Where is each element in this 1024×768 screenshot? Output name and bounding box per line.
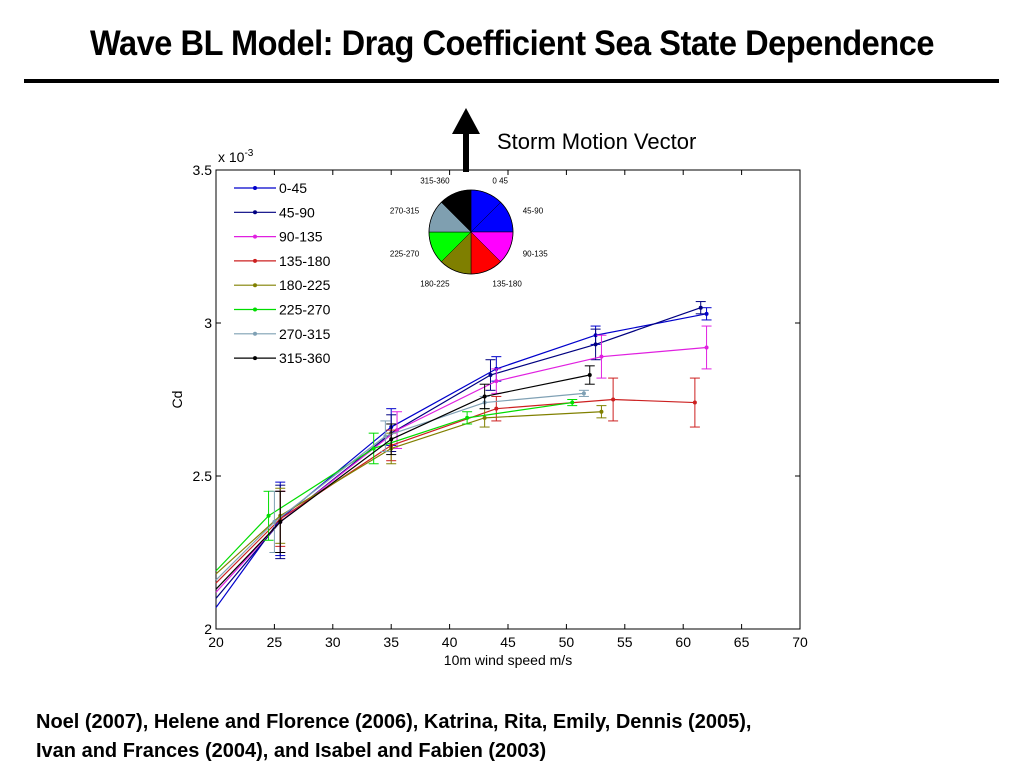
legend-marker-180-225 — [253, 283, 257, 288]
legend-label-0-45: 0-45 — [279, 180, 307, 196]
pie-label-135-180: 135-180 — [492, 280, 522, 289]
data-point — [278, 519, 283, 524]
pie-outline — [428, 189, 514, 275]
series-45-90 — [215, 301, 706, 599]
legend-label-90-135: 90-135 — [279, 229, 323, 245]
y-tick-label: 2 — [204, 621, 212, 637]
caption-line-2: Ivan and Frances (2004), and Isabel and … — [36, 740, 547, 762]
series-315-360 — [215, 365, 595, 590]
x-tick-label: 30 — [325, 634, 341, 650]
y-tick-label: 2.5 — [193, 468, 213, 484]
data-point — [272, 519, 277, 524]
pie-label-225-270: 225-270 — [390, 249, 420, 258]
data-point — [698, 305, 703, 310]
legend-label-315-360: 315-360 — [279, 350, 331, 366]
data-point — [704, 345, 709, 350]
series-270-315 — [215, 389, 589, 581]
pie-label-315-360: 315-360 — [420, 176, 450, 185]
data-point — [599, 354, 604, 359]
data-point — [371, 446, 376, 451]
x-tick-label: 65 — [734, 634, 750, 650]
title-underline — [24, 79, 999, 83]
data-point — [465, 415, 470, 420]
series-line — [215, 346, 707, 593]
x-tick-label: 45 — [500, 634, 516, 650]
x-tick-label: 70 — [792, 634, 808, 650]
data-point — [482, 394, 487, 399]
data-point — [570, 400, 575, 405]
storm-motion-arrow-head — [452, 108, 480, 134]
legend-marker-270-315 — [253, 331, 257, 336]
x-axis-label: 10m wind speed m/s — [444, 652, 572, 668]
series-line — [215, 411, 602, 575]
legend-marker-135-180 — [253, 258, 257, 263]
data-point — [593, 342, 598, 347]
data-point — [587, 373, 592, 378]
storm-motion-label: Storm Motion Vector — [497, 129, 696, 154]
legend-label-135-180: 135-180 — [279, 253, 331, 269]
legend-marker-45-90 — [253, 210, 257, 215]
x-tick-label: 35 — [383, 634, 399, 650]
data-point — [494, 406, 499, 411]
pie-label-90-135: 90-135 — [523, 249, 548, 258]
legend-label-270-315: 270-315 — [279, 326, 331, 342]
x-tick-label: 50 — [559, 634, 575, 650]
series-line — [215, 374, 590, 590]
caption: Noel (2007), Helene and Florence (2006),… — [36, 708, 996, 766]
data-point — [599, 409, 604, 414]
data-point — [266, 513, 271, 518]
legend-marker-90-135 — [253, 234, 257, 239]
x-tick-label: 25 — [267, 634, 283, 650]
data-point — [692, 400, 697, 405]
data-point — [704, 311, 709, 316]
x-tick-label: 60 — [675, 634, 691, 650]
x-tick-label: 40 — [442, 634, 458, 650]
pie-label-0-45: 0 45 — [492, 176, 508, 185]
data-point — [488, 373, 493, 378]
legend-label-225-270: 225-270 — [279, 302, 331, 318]
legend-marker-315-360 — [253, 356, 257, 361]
data-point — [494, 379, 499, 384]
pie-label-45-90: 45-90 — [523, 207, 544, 216]
data-point — [389, 437, 394, 442]
data-point — [395, 428, 400, 433]
data-point — [581, 391, 586, 396]
legend-label-45-90: 45-90 — [279, 204, 315, 220]
legend-marker-0-45 — [253, 186, 257, 190]
x-tick-label: 20 — [208, 634, 224, 650]
series-225-270 — [215, 399, 578, 572]
y-axis-multiplier: x 10-3 — [218, 148, 254, 165]
series-line — [215, 401, 573, 572]
slide-title: Wave BL Model: Drag Coefficient Sea Stat… — [89, 24, 935, 63]
data-point — [611, 397, 616, 402]
y-tick-label: 3 — [204, 315, 212, 331]
y-tick-label: 3.5 — [193, 162, 213, 178]
y-axis-label: Cd — [169, 391, 185, 409]
pie-label-180-225: 180-225 — [420, 280, 450, 289]
legend-marker-225-270 — [253, 307, 257, 312]
legend-label-180-225: 180-225 — [279, 277, 331, 293]
series-line — [215, 307, 701, 599]
data-point — [383, 434, 388, 439]
caption-line-1: Noel (2007), Helene and Florence (2006),… — [36, 711, 752, 733]
pie-label-270-315: 270-315 — [390, 207, 420, 216]
x-tick-label: 55 — [617, 634, 633, 650]
series-line — [215, 398, 695, 584]
data-point — [482, 415, 487, 420]
